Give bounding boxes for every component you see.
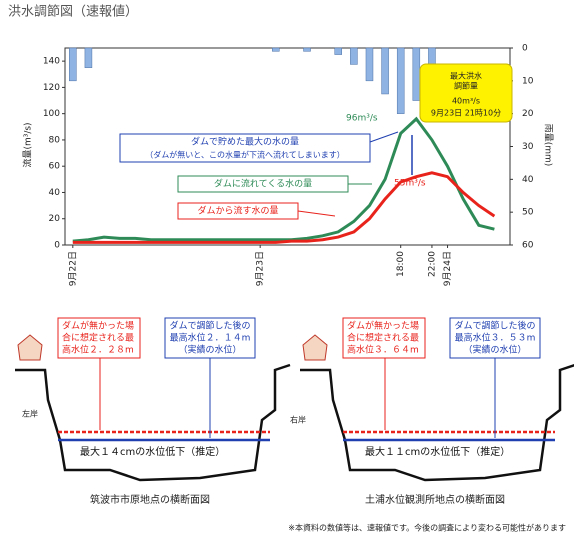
rain-bar <box>69 48 76 81</box>
y-tick-label: 80 <box>49 135 61 145</box>
stored-text: （ダムが無いと、この水量が下流へ流れてしまいます） <box>145 150 344 160</box>
rain-bar <box>272 48 279 51</box>
y2-tick-label: 20 <box>522 109 534 119</box>
x-tick-label: 9月24日 <box>442 251 453 286</box>
footnote: ※本資料の数値等は、速報値です。今後の調査により変わる可能性があります <box>288 523 566 533</box>
y-axis-label: 流量(m³/s) <box>22 122 34 167</box>
house <box>303 335 327 360</box>
no-dam-text: 高水位３．６４m <box>347 344 419 356</box>
with-dam-text: ダムで調節した後の <box>169 320 250 332</box>
bank-label: 右岸 <box>290 415 306 425</box>
y-tick-label: 0 <box>54 241 60 251</box>
max-box-text: 9月23日 21時10分 <box>431 109 501 118</box>
no-dam-text: 合に想定される最 <box>347 332 419 344</box>
legend-out: ダムから流す水の量 <box>197 205 278 217</box>
peak-out-label: 55m³/s <box>394 179 426 189</box>
stored-arrow <box>370 132 398 142</box>
y2-tick-label: 40 <box>522 175 534 185</box>
x-tick-label: 22:00 <box>427 251 437 277</box>
legend-in: ダムに流れてくる水の量 <box>214 178 312 190</box>
with-dam-text: （実績の水位） <box>178 344 241 356</box>
diagrams: ダムが無かった場合に想定される最高水位２．２８mダムで調節した後の最高水位２．１… <box>15 318 574 506</box>
y2-tick-label: 0 <box>522 44 528 54</box>
y2-tick-label: 60 <box>522 241 534 251</box>
y-tick-label: 40 <box>49 188 61 198</box>
no-dam-text: ダムが無かった場 <box>347 320 419 332</box>
chart: 0 20 40 60 80 100 120 140 0 10 20 30 40 50 60 9月22日 9月23… <box>22 44 554 287</box>
caption: 筑波市市原地点の横断面図 <box>90 493 210 506</box>
with-dam-text: ダムで調節した後の <box>454 320 535 332</box>
no-dam-text: 高水位２．２８m <box>62 344 134 356</box>
x-tick-label: 9月23日 <box>255 251 266 286</box>
house <box>18 335 42 360</box>
max-box-text: 40m³/s <box>452 97 480 106</box>
no-dam-text: ダムが無かった場 <box>62 320 134 332</box>
rain-bar <box>304 48 311 51</box>
channel <box>300 365 574 480</box>
peak-in-label: 96m³/s <box>346 114 378 124</box>
stored-text: ダムで貯めた最大の水の量 <box>191 136 299 148</box>
with-dam-text: 最高水位３．５３m <box>455 332 536 344</box>
title: 洪水調節図（速報値） <box>8 4 138 20</box>
x-tick-label: 18:00 <box>396 251 406 277</box>
page: 洪水調節図（速報値） 0 20 40 60 80 100 120 140 0 10 20 30 40 50… <box>0 0 574 537</box>
channel <box>15 365 290 480</box>
y-tick-label: 60 <box>49 162 61 172</box>
legend-out-arrow <box>298 211 335 216</box>
x-tick-label: 9月22日 <box>67 251 78 286</box>
drop-label: 最大１１cmの水位低下（推定） <box>365 445 510 458</box>
max-box-text: 最大洪水 <box>450 71 482 81</box>
no-dam-text: 合に想定される最 <box>62 332 134 344</box>
y2-tick-label: 10 <box>522 76 534 86</box>
caption: 土浦水位観測所地点の横断面図 <box>365 493 505 506</box>
drop-label: 最大１４cmの水位低下（推定） <box>80 445 225 458</box>
rain-bar <box>413 48 420 101</box>
y2-axis-label: 雨量(mm) <box>543 124 554 167</box>
y-tick-label: 100 <box>43 109 60 119</box>
with-dam-text: 最高水位２．１４m <box>170 332 251 344</box>
y-tick-label: 20 <box>49 214 61 224</box>
bank-label: 左岸 <box>22 409 38 419</box>
rain-bar <box>397 48 404 114</box>
y-tick-label: 140 <box>43 57 60 67</box>
rain-bar <box>350 48 357 64</box>
y2-tick-label: 30 <box>522 142 534 152</box>
max-box-text: 調節量 <box>454 81 478 91</box>
rain-bar <box>335 48 342 55</box>
rain-bar <box>85 48 92 68</box>
rain-bar <box>382 48 389 94</box>
rain-bar <box>366 48 373 81</box>
with-dam-text: （実績の水位） <box>463 344 526 356</box>
y2-tick-label: 50 <box>522 208 534 218</box>
y-tick-label: 120 <box>43 83 60 93</box>
